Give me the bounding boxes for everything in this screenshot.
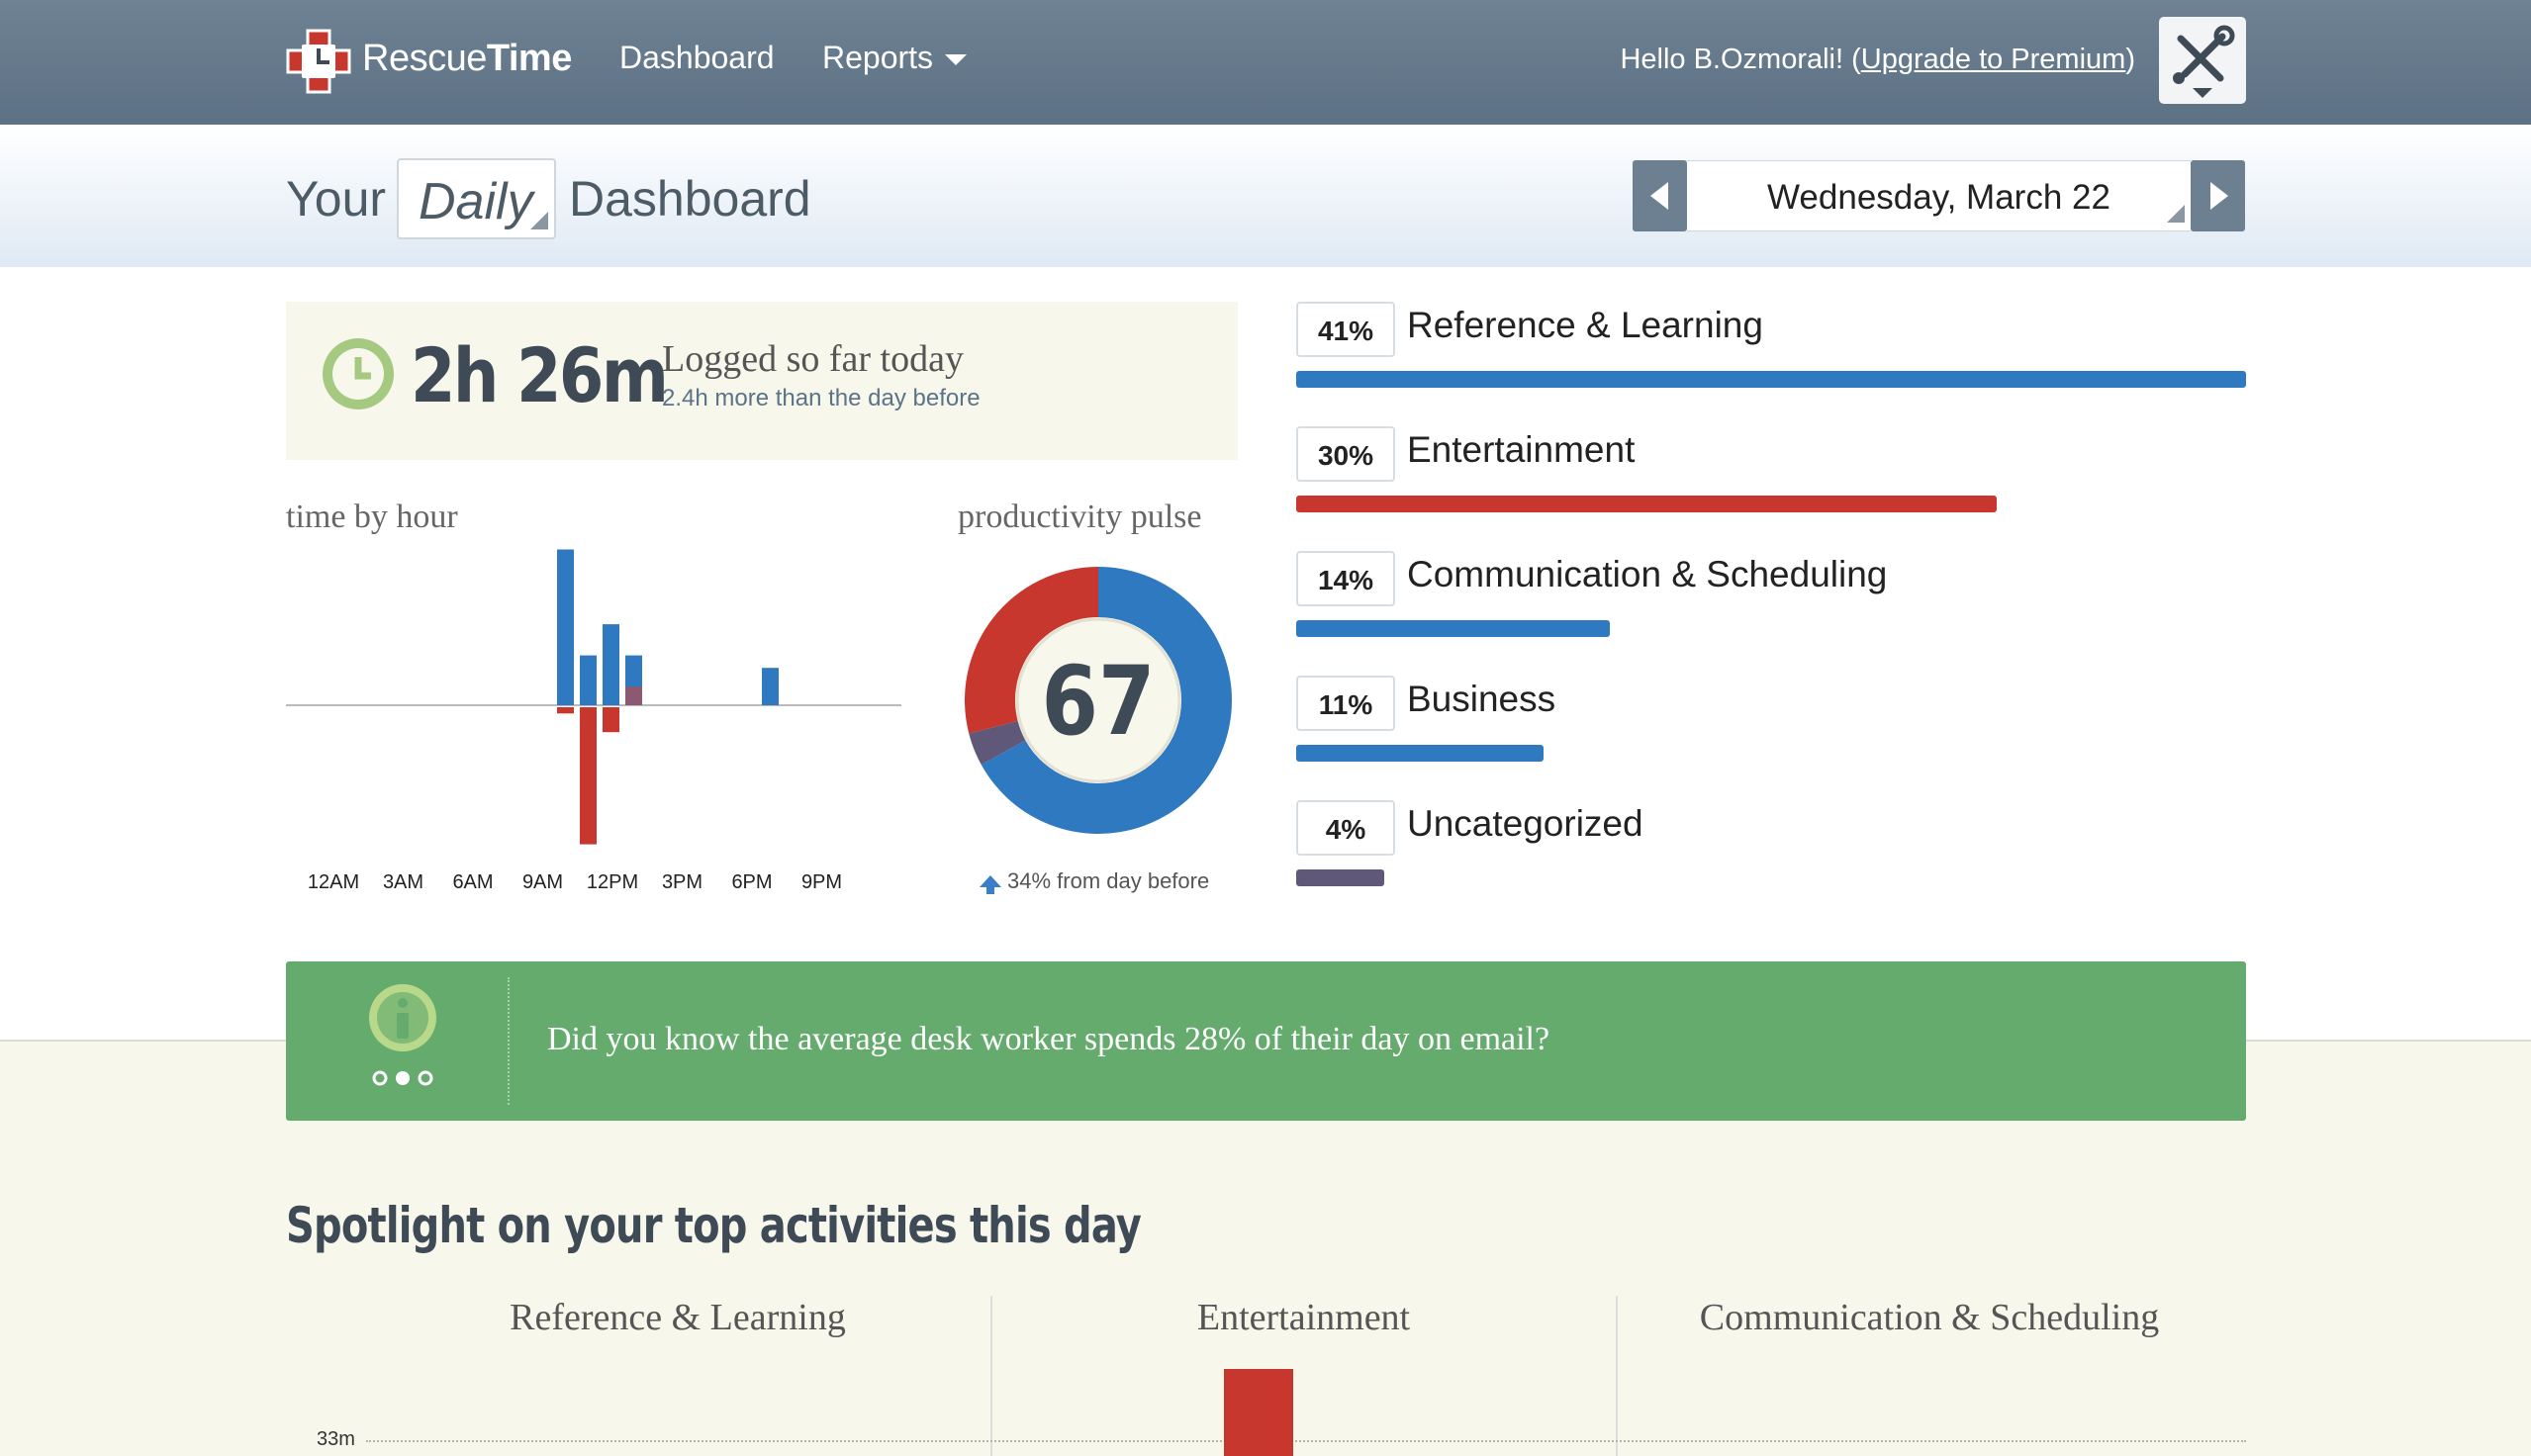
category-row[interactable]: 30% Entertainment xyxy=(1296,426,2246,535)
hour-tick-label: 9AM xyxy=(522,871,563,893)
hour-tick-label: 3AM xyxy=(383,871,423,893)
spotlight-bar[interactable] xyxy=(1224,1369,1293,1456)
wrench-screwdriver-icon xyxy=(2173,25,2235,98)
tip-divider xyxy=(508,977,510,1105)
previous-day-button[interactable] xyxy=(1633,160,1687,231)
tip-banner: Did you know the average desk worker spe… xyxy=(286,961,2246,1121)
dashboard-title-suffix: Dashboard xyxy=(569,171,811,227)
period-selector[interactable]: Daily xyxy=(397,158,556,239)
category-row[interactable]: 41% Reference & Learning xyxy=(1296,302,2246,410)
hour-bar xyxy=(603,624,619,705)
nav-reports-dropdown[interactable]: Reports xyxy=(822,40,968,76)
chevron-down-icon xyxy=(945,54,968,66)
spotlight-divider xyxy=(990,1296,992,1456)
pulse-change-note: 34% from day before xyxy=(980,868,1209,894)
category-name[interactable]: Entertainment xyxy=(1407,429,1636,470)
time-logged-comparison: 2.4h more than the day before xyxy=(662,385,981,411)
spotlight-column-entertainment[interactable]: Entertainment xyxy=(1196,1297,1411,1338)
date-selector[interactable]: Wednesday, March 22 xyxy=(1687,160,2191,231)
dropdown-corner-icon xyxy=(530,212,548,229)
user-greeting: Hello B.Ozmorali! (Upgrade to Premium) xyxy=(1620,44,2135,75)
spotlight-column-communication[interactable]: Communication & Scheduling xyxy=(1699,1297,2160,1338)
brand-name[interactable]: RescueTime xyxy=(362,38,572,79)
clock-icon xyxy=(323,338,394,410)
pulse-center xyxy=(1015,617,1181,783)
pulse-slice xyxy=(981,567,1232,834)
category-percent: 30% xyxy=(1296,426,1395,482)
category-bar xyxy=(1296,496,1997,512)
top-navigation-bar: RescueTime Dashboard Reports Hello B.Ozm… xyxy=(0,0,2531,125)
arrow-up-icon xyxy=(980,875,1001,894)
hour-bar xyxy=(557,707,574,714)
category-bar xyxy=(1296,745,1544,762)
next-day-button[interactable] xyxy=(2191,160,2245,231)
category-bar xyxy=(1296,620,1610,637)
category-name[interactable]: Uncategorized xyxy=(1407,803,1643,844)
productivity-pulse-chart[interactable]: 67 xyxy=(960,559,1237,841)
category-bar xyxy=(1296,869,1384,886)
spotlight-gridline xyxy=(366,1440,2246,1442)
category-row[interactable]: 4% Uncategorized xyxy=(1296,800,2246,909)
spotlight-axis-label: 33m xyxy=(317,1428,355,1450)
rescuetime-logo-icon[interactable] xyxy=(286,29,351,94)
settings-tools-button[interactable] xyxy=(2159,17,2246,104)
hour-bar xyxy=(625,686,642,705)
hour-tick-label: 6PM xyxy=(731,871,772,893)
hour-tick-label: 9PM xyxy=(801,871,842,893)
info-icon xyxy=(369,984,436,1051)
time-logged-value: 2h 26m xyxy=(411,331,669,419)
hour-bar xyxy=(580,655,597,705)
time-logged-label: Logged so far today xyxy=(662,338,964,380)
category-percent: 41% xyxy=(1296,302,1395,357)
category-row[interactable]: 14% Communication & Scheduling xyxy=(1296,551,2246,660)
category-bar xyxy=(1296,371,2246,388)
tip-text: Did you know the average desk worker spe… xyxy=(547,1021,1550,1057)
arrow-right-icon xyxy=(2210,182,2228,210)
category-name[interactable]: Reference & Learning xyxy=(1407,305,1763,345)
nav-dashboard[interactable]: Dashboard xyxy=(619,40,775,75)
tip-pager-dots[interactable] xyxy=(370,1068,439,1088)
dropdown-corner-icon xyxy=(2167,205,2185,223)
hour-bar xyxy=(603,707,619,733)
time-logged-summary: 2h 26m Logged so far today 2.4h more tha… xyxy=(286,302,1238,460)
category-percent: 11% xyxy=(1296,676,1395,731)
time-by-hour-title: time by hour xyxy=(286,499,458,535)
pulse-score: 67 xyxy=(1042,647,1156,758)
time-by-hour-chart[interactable]: 12AM 3AM 6AM 9AM 12PM 3PM 6PM 9PM xyxy=(286,534,901,910)
dashboard-title-prefix: Your xyxy=(286,171,387,227)
hour-bar xyxy=(762,668,779,705)
spotlight-column-reference[interactable]: Reference & Learning xyxy=(510,1297,846,1338)
hour-tick-label: 12AM xyxy=(308,871,359,893)
hour-tick-label: 3PM xyxy=(662,871,703,893)
hour-tick-label: 12PM xyxy=(587,871,638,893)
hour-tick-label: 6AM xyxy=(452,871,493,893)
category-name[interactable]: Business xyxy=(1407,679,1556,719)
hour-bar xyxy=(557,549,574,705)
pulse-slice xyxy=(965,567,1098,734)
pulse-slice xyxy=(969,720,1026,766)
arrow-left-icon xyxy=(1650,182,1668,210)
category-percent: 4% xyxy=(1296,800,1395,856)
category-row[interactable]: 11% Business xyxy=(1296,676,2246,784)
hour-bar xyxy=(580,707,597,845)
upgrade-to-premium-link[interactable]: Upgrade to Premium xyxy=(1860,44,2126,75)
spotlight-title: Spotlight on your top activities this da… xyxy=(286,1197,1142,1254)
spotlight-divider xyxy=(1616,1296,1618,1456)
category-percent: 14% xyxy=(1296,551,1395,606)
productivity-pulse-title: productivity pulse xyxy=(958,499,1202,535)
category-name[interactable]: Communication & Scheduling xyxy=(1407,554,1888,594)
